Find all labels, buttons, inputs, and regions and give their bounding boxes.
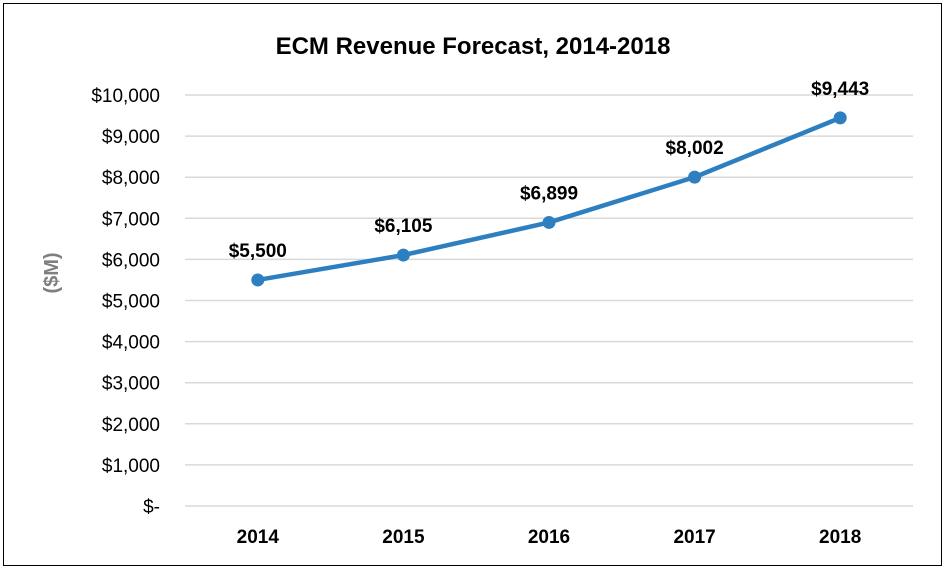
x-tick-labels: 2014 2015 2016 2017 2018 [237,527,862,548]
x-tick-label: 2018 [819,527,861,548]
data-label: $9,443 [811,79,869,100]
y-tick-labels: $- $1,000 $2,000 $3,000 $4,000 $5,000 $6,000 $7… [91,86,160,518]
data-point [688,170,702,184]
y-tick-label: $7,000 [102,209,160,230]
y-tick-label: $8,000 [102,168,160,189]
x-tick-label: 2014 [237,527,280,548]
data-label: $8,002 [666,138,724,159]
y-tick-label: $9,000 [102,127,160,148]
data-label: $6,899 [520,183,578,204]
data-labels: $5,500 $6,105 $6,899 $8,002 $9,443 [229,79,870,262]
series-revenue [251,111,847,287]
data-point [833,111,847,125]
x-tick-label: 2017 [673,527,715,548]
y-tick-label: $3,000 [102,374,160,395]
chart-frame [3,3,942,566]
grid-lines [185,94,913,507]
data-point [396,248,410,262]
y-tick-label: $4,000 [102,333,160,354]
x-tick-label: 2016 [528,527,570,548]
data-label: $6,105 [374,216,433,237]
y-tick-label: $- [143,497,160,518]
y-tick-label: $1,000 [102,456,160,477]
chart-title: ECM Revenue Forecast, 2014-2018 [276,33,671,60]
y-axis-label: ($M) [41,252,63,293]
data-point [251,273,265,287]
y-tick-label: $2,000 [102,415,160,436]
data-label: $5,500 [229,241,287,262]
y-tick-label: $10,000 [91,86,160,107]
x-tick-label: 2015 [382,527,425,548]
y-tick-label: $5,000 [102,292,160,313]
data-point [542,215,556,229]
y-tick-label: $6,000 [102,250,160,271]
